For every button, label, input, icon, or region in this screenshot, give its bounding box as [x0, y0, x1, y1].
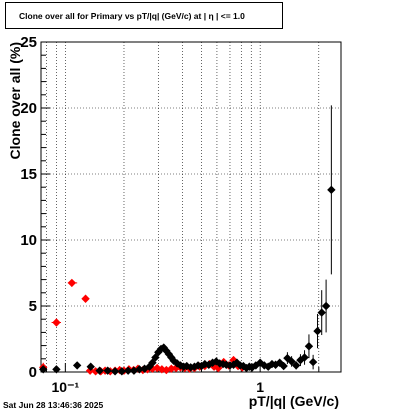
- data-point: [197, 361, 206, 371]
- data-point: [313, 326, 322, 336]
- data-point: [214, 363, 223, 373]
- data-point: [95, 366, 104, 375]
- data-point: [145, 362, 154, 371]
- y-tick-label: 15: [20, 166, 37, 183]
- data-point: [110, 367, 120, 376]
- data-point: [154, 348, 163, 357]
- data-point: [167, 364, 176, 373]
- data-point: [291, 361, 301, 370]
- plot-frame: [40, 41, 342, 373]
- data-point: [135, 365, 144, 374]
- data-point: [176, 361, 185, 370]
- data-point: [39, 365, 48, 374]
- chart-title-box: Clone over all for Primary vs pT/|q| (Ge…: [5, 2, 283, 29]
- x-tick-label: 10⁻¹: [52, 379, 80, 395]
- data-point: [72, 361, 82, 370]
- tick-labels: 0 5 10 15 20 25 10⁻¹ 1: [20, 34, 264, 395]
- data-point: [229, 355, 238, 365]
- data-point: [327, 185, 336, 195]
- y-tick-label: 20: [20, 100, 37, 117]
- data-point: [117, 367, 127, 376]
- y-tick-label: 25: [20, 34, 37, 51]
- data-point: [86, 362, 95, 371]
- y-tick-label: 0: [29, 364, 37, 381]
- data-point: [308, 357, 318, 367]
- data-point: [52, 318, 61, 327]
- data-point: [300, 353, 309, 362]
- data-point: [190, 362, 199, 371]
- data-point: [81, 294, 90, 303]
- data-point: [52, 365, 61, 374]
- chart-title: Clone over all for Primary vs pT/|q| (Ge…: [19, 11, 245, 21]
- y-tick-label: 5: [29, 298, 37, 315]
- data-point: [317, 308, 326, 317]
- timestamp-footer: Sat Jun 28 13:46:36 2025: [3, 400, 104, 410]
- grid-lines: [41, 42, 341, 372]
- x-tick-label: 1: [256, 379, 264, 395]
- data-points: [39, 105, 336, 376]
- data-point: [123, 366, 133, 375]
- x-axis-label: pT/|q| (GeV/c): [249, 393, 339, 409]
- y-axis-label: Clone over all (%): [7, 42, 23, 159]
- data-point: [103, 366, 112, 375]
- data-point: [208, 358, 217, 367]
- axes: [40, 41, 342, 373]
- y-tick-label: 10: [20, 232, 37, 249]
- data-point: [304, 342, 314, 351]
- data-point: [279, 361, 288, 371]
- data-point: [67, 278, 77, 288]
- data-point: [287, 357, 296, 366]
- data-point: [321, 301, 331, 311]
